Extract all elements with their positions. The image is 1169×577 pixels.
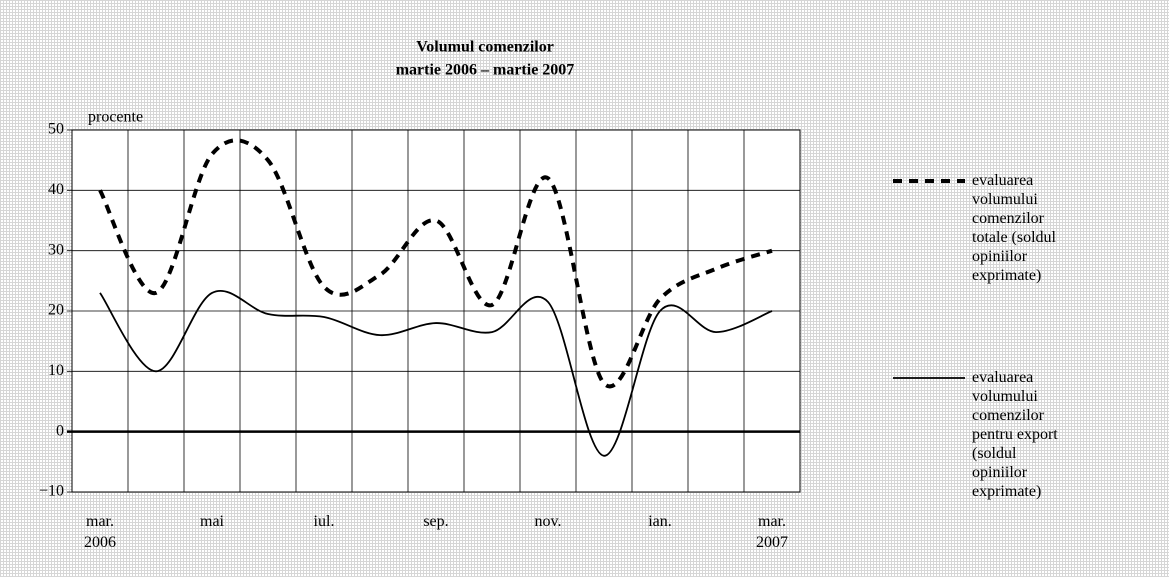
- x-tick-label: iul.: [314, 513, 335, 530]
- x-tick-label: sep.: [423, 513, 448, 530]
- y-tick-label: 50: [48, 121, 64, 138]
- series-line: [98, 138, 773, 389]
- legend-label: evaluarea volumului comenzilor pentru ex…: [972, 369, 1058, 500]
- y-tick-label: 10: [48, 362, 64, 379]
- y-tick-label: 40: [48, 181, 64, 198]
- x-tick-label: mar. 2007: [756, 513, 788, 551]
- y-tick-label: 20: [48, 302, 64, 319]
- x-tick-label: ian.: [648, 513, 672, 530]
- chart-subtitle: martie 2006 – martie 2007: [396, 62, 575, 79]
- y-axis-label: procente: [88, 109, 143, 126]
- chart-title: Volumul comenzilor: [416, 39, 554, 56]
- x-tick-label: nov.: [535, 513, 562, 530]
- x-tick-label: mar. 2006: [84, 513, 116, 551]
- series-line: [99, 290, 773, 457]
- y-tick-label: −10: [39, 483, 64, 500]
- y-tick-label: 30: [48, 241, 64, 258]
- legend-label: evaluarea volumului comenzilor totale (s…: [972, 172, 1056, 284]
- x-tick-label: mai: [200, 513, 225, 530]
- y-tick-label: 0: [56, 422, 64, 439]
